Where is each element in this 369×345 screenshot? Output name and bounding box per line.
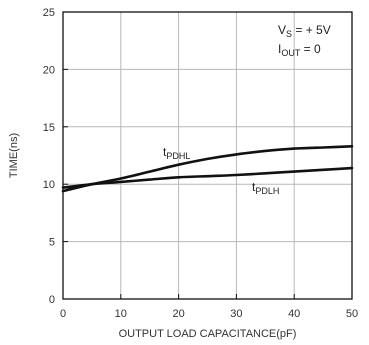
vs-value: = + 5V (292, 23, 331, 37)
series-line-tpdlh (61, 166, 354, 189)
y-tick-label: 0 (49, 294, 55, 306)
x-tick-label: 20 (172, 308, 184, 320)
tpdhl-subscript: PDHL (166, 151, 190, 161)
y-tick-label: 20 (43, 64, 55, 76)
series-label-tpdlh: tPDLH (252, 180, 279, 196)
tpdlh-subscript: PDLH (255, 186, 279, 196)
iout-symbol: I (278, 42, 281, 56)
x-tick-label: 10 (115, 308, 127, 320)
x-tick-label: 30 (230, 308, 242, 320)
series-line-tpdhl (61, 145, 354, 193)
tpdhl-symbol: t (163, 145, 167, 159)
ticks (62, 11, 353, 300)
x-axis-label: OUTPUT LOAD CAPACITANCE(pF) (119, 328, 297, 340)
x-tick-label: 0 (60, 308, 66, 320)
series-label-tpdhl: tPDHL (163, 145, 190, 161)
y-tick-label: 5 (49, 237, 55, 249)
y-tick-label: 10 (43, 179, 55, 191)
vs-symbol: V (278, 23, 286, 37)
x-tick-label: 40 (288, 308, 300, 320)
plot-frame (62, 11, 353, 300)
iout-subscript: OUT (281, 48, 301, 58)
y-tick-label: 15 (43, 122, 55, 134)
xtick-labels: 0 10 20 30 40 50 (60, 308, 358, 320)
x-tick-label: 50 (346, 308, 358, 320)
vs-subscript: S (286, 29, 292, 39)
iout-value: = 0 (300, 42, 321, 56)
output-current-note: IOUT = 0 (278, 42, 321, 58)
y-axis-label: TIME(ns) (8, 133, 20, 178)
supply-voltage-note: VS = + 5V (278, 23, 331, 39)
y-tick-label: 25 (43, 7, 55, 19)
series-layer (61, 145, 354, 193)
conditions-annotation: VS = + 5V IOUT = 0 (278, 23, 331, 58)
ytick-labels: 0 5 10 15 20 25 (43, 7, 55, 306)
tpdlh-symbol: t (252, 180, 256, 194)
